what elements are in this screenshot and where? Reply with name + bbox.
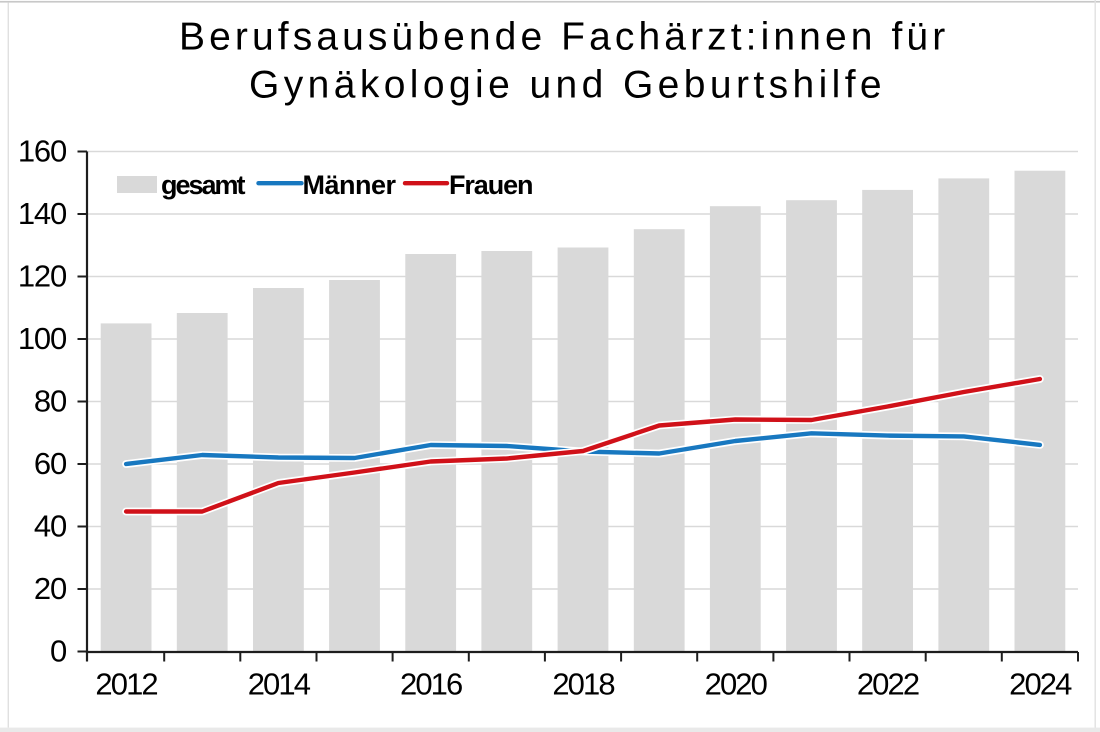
- svg-text:gesamt: gesamt: [161, 170, 246, 200]
- svg-text:140: 140: [18, 196, 67, 231]
- svg-text:2018: 2018: [552, 667, 614, 702]
- svg-text:80: 80: [34, 383, 67, 418]
- svg-text:2012: 2012: [95, 667, 157, 702]
- svg-text:120: 120: [18, 258, 67, 293]
- svg-text:100: 100: [18, 321, 67, 356]
- svg-text:160: 160: [18, 133, 67, 168]
- svg-text:20: 20: [34, 571, 67, 606]
- svg-text:40: 40: [34, 508, 67, 543]
- svg-text:0: 0: [50, 633, 67, 668]
- svg-text:2022: 2022: [857, 667, 919, 702]
- svg-text:Gynäkologie und Geburtshilfe: Gynäkologie und Geburtshilfe: [249, 64, 886, 107]
- svg-text:2014: 2014: [248, 667, 311, 702]
- svg-text:Frauen: Frauen: [449, 170, 532, 200]
- svg-text:60: 60: [34, 446, 67, 481]
- svg-text:Männer: Männer: [303, 170, 397, 200]
- svg-text:2024: 2024: [1009, 667, 1072, 702]
- svg-text:Berufsausübende Fachärzt:innen: Berufsausübende Fachärzt:innen für: [179, 16, 949, 59]
- svg-text:2016: 2016: [400, 667, 462, 702]
- svg-text:2020: 2020: [705, 667, 768, 702]
